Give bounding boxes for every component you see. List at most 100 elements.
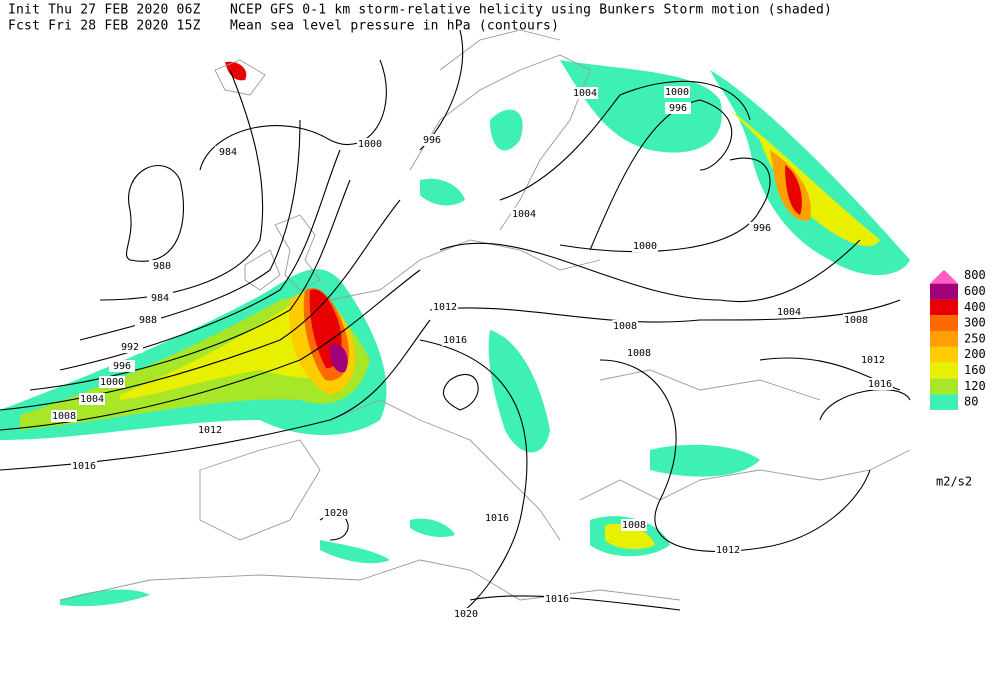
shaded-area: [225, 61, 247, 81]
isobar: [419, 29, 464, 151]
isobar: [599, 359, 871, 552]
label-background: [632, 240, 658, 252]
isobar: [442, 373, 479, 411]
label-background: [776, 306, 802, 318]
legend-label: 80: [964, 395, 978, 409]
helicity-shading: [0, 60, 910, 607]
legend-swatch: [930, 315, 958, 331]
isobar-label: 1008: [52, 411, 76, 422]
isobar-label: 980: [153, 261, 171, 272]
shaded-area: [420, 178, 465, 206]
isobar-label: 1016: [868, 379, 892, 390]
init-time: Init Thu 27 FEB 2020 06Z: [8, 3, 201, 18]
isobar: [499, 80, 751, 201]
label-background: [99, 376, 125, 388]
isobar-label: 1020: [324, 508, 348, 519]
label-background: [51, 410, 77, 422]
label-background: [215, 146, 241, 158]
label-background: [79, 393, 105, 405]
isobar-label: 1008: [613, 321, 637, 332]
isobar: [125, 165, 184, 262]
label-background: [453, 608, 479, 620]
coastline: [244, 249, 281, 291]
label-background: [197, 424, 223, 436]
legend-label: 120: [964, 379, 986, 393]
isobar-label: 1000: [358, 139, 382, 150]
coastline: [409, 54, 591, 231]
label-background: [715, 544, 741, 556]
isobar-labels: 984 1000 996 1004 1000 996 1004 1000 996 980 984 98…: [51, 86, 893, 620]
isobar-label: 1020: [454, 609, 478, 620]
legend-swatch: [930, 331, 958, 347]
coastline: [329, 399, 561, 541]
isobar-label: 1016: [72, 461, 96, 472]
label-background: [621, 519, 647, 531]
isobar-label: 1008: [622, 520, 646, 531]
isobar-label: 1012: [198, 425, 222, 436]
isobar: [819, 389, 911, 421]
isobar-label: 988: [139, 315, 157, 326]
isobar-label: 1004: [80, 394, 104, 405]
isobar: [559, 157, 771, 253]
label-background: [665, 102, 691, 114]
label-background: [511, 208, 537, 220]
label-background: [544, 593, 570, 605]
label-background: [149, 260, 175, 272]
label-background: [135, 314, 161, 326]
map-subtitle: Mean sea level pressure in hPa (contours…: [230, 19, 559, 34]
shaded-area: [488, 330, 550, 453]
label-background: [860, 354, 886, 366]
isobar: [469, 595, 681, 611]
isobar-label: 1008: [627, 348, 651, 359]
isobar-label: 1016: [443, 335, 467, 346]
label-background: [117, 341, 143, 353]
coastline: [214, 59, 266, 96]
label-background: [484, 512, 510, 524]
coastline: [199, 439, 321, 541]
shaded-area: [60, 589, 150, 607]
coastline: [59, 559, 681, 601]
label-background: [432, 301, 458, 313]
legend-swatch: [930, 283, 958, 300]
isobar: [439, 239, 861, 302]
legend-swatch: [930, 346, 958, 363]
isobar: [0, 269, 421, 431]
legend-swatch: [930, 394, 958, 410]
legend-unit: m2/s2: [936, 475, 972, 489]
shaded-area: [329, 344, 348, 373]
isobar-label: 1004: [777, 307, 801, 318]
isobar-label: 996: [753, 223, 771, 234]
isobar-label: 1012: [433, 302, 457, 313]
isobar-label: 1000: [633, 241, 657, 252]
isobar: [199, 59, 387, 171]
label-background: [843, 314, 869, 326]
shaded-area: [560, 60, 722, 153]
isobar: [429, 299, 901, 323]
legend-label: 160: [964, 363, 986, 377]
isobar: [419, 339, 528, 615]
isobar-label: 992: [121, 342, 139, 353]
isobar-label: 1016: [485, 513, 509, 524]
coastline: [329, 239, 601, 301]
label-background: [419, 134, 445, 146]
legend-label: 250: [964, 331, 986, 345]
isobar-label: 1004: [512, 209, 536, 220]
isobar-label: 1008: [844, 315, 868, 326]
shaded-area: [785, 165, 802, 215]
legend-swatch: [930, 299, 958, 316]
label-background: [626, 347, 652, 359]
shaded-area: [605, 523, 655, 550]
coastline: [579, 449, 911, 501]
label-background: [749, 222, 775, 234]
legend-label: 800: [964, 268, 986, 282]
coastline: [599, 369, 821, 401]
shaded-area: [730, 110, 880, 247]
isobar-label: 1000: [100, 377, 124, 388]
isobar-label: 984: [219, 147, 237, 158]
shaded-area: [490, 109, 523, 151]
legend-label: 600: [964, 284, 986, 298]
isobar-label: 984: [151, 293, 169, 304]
label-background: [612, 320, 638, 332]
label-background: [572, 87, 598, 99]
